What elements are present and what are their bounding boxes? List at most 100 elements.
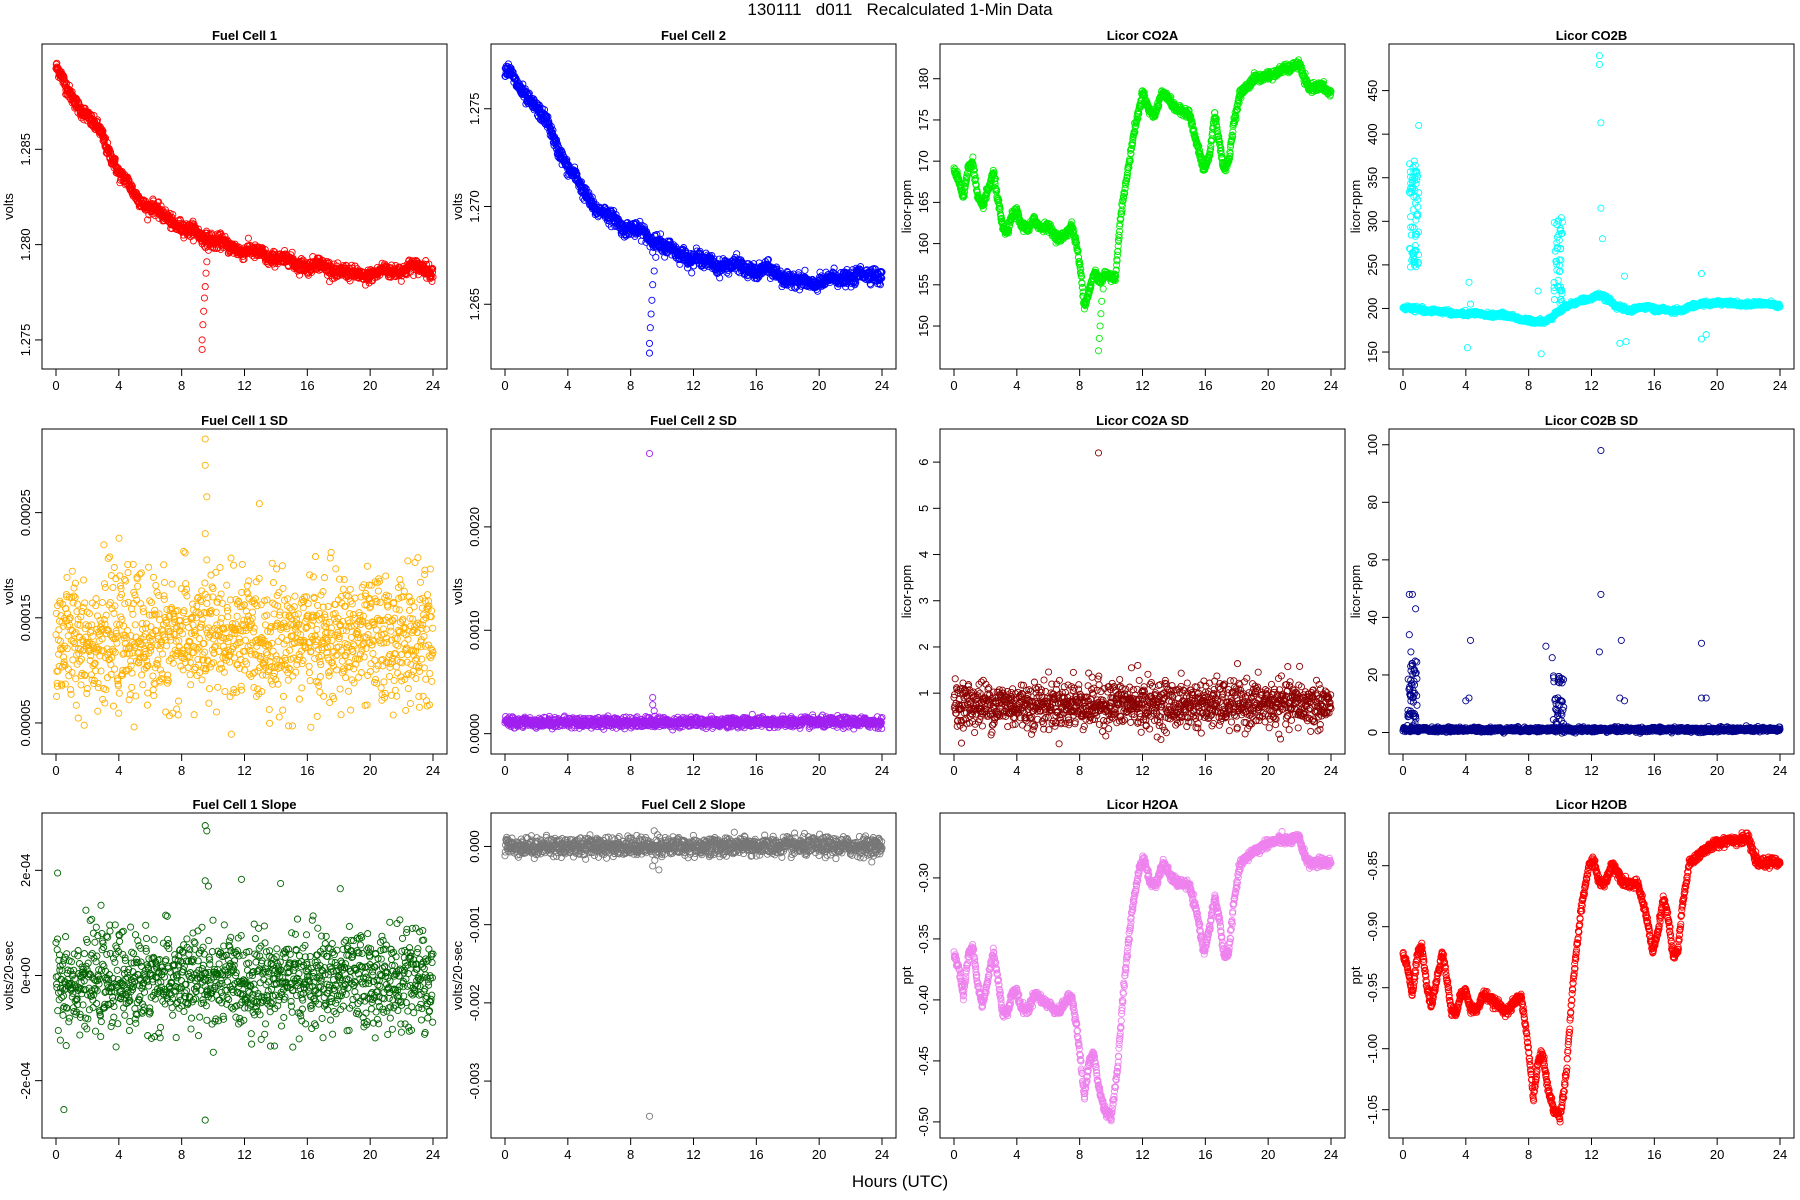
data-point [201, 283, 209, 291]
data-point [1099, 285, 1107, 293]
x-tick-label: 16 [749, 378, 763, 393]
y-axis-label: licor-ppm [899, 180, 914, 233]
data-point [647, 310, 655, 318]
x-tick-label: 4 [1013, 378, 1020, 393]
data-points [52, 59, 437, 354]
data-point [688, 269, 696, 277]
data-point [155, 198, 163, 206]
data-point [428, 277, 436, 285]
x-tick-label: 24 [1324, 378, 1338, 393]
data-point [88, 111, 96, 119]
panel-title: Fuel Cell 2 [661, 28, 726, 43]
figure-title: 130111 d011 Recalculated 1-Min Data [747, 0, 1053, 19]
data-point [61, 78, 69, 86]
data-point [1097, 310, 1105, 318]
panel-1: Fuel Cell 10 4 8 12 16 20 241.2751.2801.285vol… [1, 28, 448, 393]
plot-frame [490, 43, 897, 370]
data-point [198, 345, 206, 354]
panel-title: Licor CO2A [1107, 28, 1179, 43]
data-point [198, 336, 206, 344]
data-point [428, 268, 437, 276]
data-point [206, 239, 214, 247]
data-point [125, 176, 133, 184]
x-tick-label: 12 [237, 378, 251, 393]
x-tick-label: 24 [426, 378, 440, 393]
data-point [207, 229, 216, 237]
x-tick-label: 0 [52, 378, 59, 393]
data-point [101, 134, 110, 142]
data-point [93, 116, 101, 124]
data-point [645, 339, 654, 347]
x-tick-label: 0 [950, 378, 957, 393]
data-point [202, 269, 210, 277]
data-point [648, 296, 656, 304]
y-tick-label: 1.265 [467, 288, 482, 321]
data-point [169, 210, 177, 219]
data-point [68, 90, 76, 98]
x-tick-label: 8 [1076, 378, 1083, 393]
data-point [68, 88, 76, 96]
y-tick-label: 170 [916, 150, 931, 172]
data-point [203, 258, 211, 266]
data-point [295, 271, 304, 279]
y-tick-label: 1.285 [18, 133, 33, 166]
data-point [410, 271, 418, 280]
data-points [501, 60, 886, 357]
y-tick-label: 165 [916, 192, 931, 214]
y-tick-label: 175 [916, 109, 931, 131]
y-tick-label: 1.270 [467, 190, 482, 223]
data-point [649, 281, 657, 289]
y-tick-label: 180 [916, 68, 931, 90]
data-points [1399, 52, 1784, 358]
data-point [645, 349, 654, 357]
data-point [397, 277, 405, 285]
data-point [652, 253, 660, 261]
x-tick-label: 4 [115, 378, 122, 393]
x-tick-label: 8 [627, 378, 634, 393]
x-tick-label: 4 [564, 378, 571, 393]
x-tick-label: 0 [501, 378, 508, 393]
data-point [199, 321, 207, 329]
panel-title: Fuel Cell 1 [212, 28, 277, 43]
panel-title: Licor CO2B [1556, 28, 1628, 43]
x-tick-label: 12 [1135, 378, 1149, 393]
data-point [200, 294, 208, 302]
data-point [200, 307, 208, 315]
data-points [950, 56, 1335, 355]
data-point [325, 258, 333, 266]
y-tick-label: 155 [916, 274, 931, 296]
data-point [244, 234, 252, 242]
x-tick-label: 8 [178, 378, 185, 393]
y-tick-label: 150 [916, 315, 931, 337]
data-point [1096, 322, 1104, 330]
data-point [1095, 334, 1103, 342]
data-point [60, 75, 68, 83]
y-axis-label: volts [450, 193, 465, 220]
data-point [100, 138, 108, 146]
data-point [429, 265, 437, 273]
x-tick-label: 16 [1198, 378, 1212, 393]
y-axis-label: volts [1, 193, 16, 220]
x-tick-label: 12 [686, 378, 700, 393]
data-point [204, 246, 212, 254]
data-point [144, 216, 152, 224]
plot-frame [41, 43, 448, 370]
data-point [1098, 297, 1106, 305]
data-point [650, 267, 658, 275]
y-tick-label: 1.275 [18, 324, 33, 357]
x-tick-label: 24 [875, 378, 889, 393]
data-point [1094, 347, 1103, 355]
data-point [646, 324, 654, 332]
y-tick-label: 1.280 [18, 228, 33, 261]
data-point [111, 154, 119, 163]
data-point [104, 144, 112, 152]
data-point [429, 273, 437, 281]
panel-2: Fuel Cell 20 4 8 12 16 20 241.2651.2701.275vol… [450, 28, 897, 393]
y-tick-label: 1.275 [467, 92, 482, 125]
x-tick-label: 20 [363, 378, 377, 393]
x-tick-label: 20 [1261, 378, 1275, 393]
data-point [801, 266, 809, 274]
